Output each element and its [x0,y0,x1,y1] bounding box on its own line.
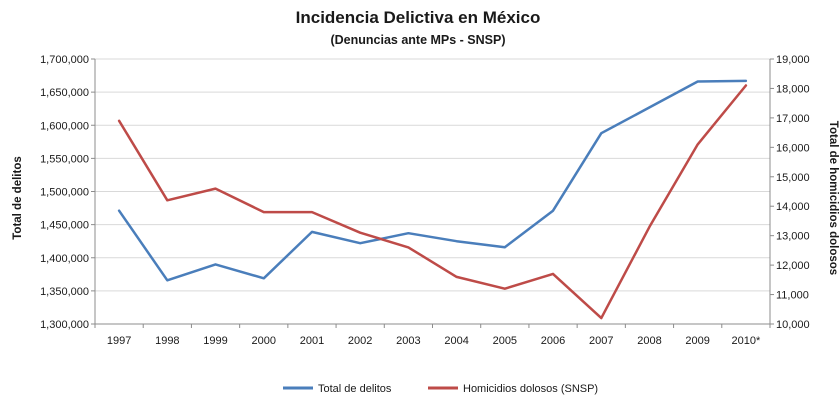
y-tick-label: 1,300,000 [40,319,89,331]
x-tick-label: 2001 [300,335,324,347]
y-tick-label: 1,400,000 [40,253,89,265]
y-tick-label: 1,500,000 [40,187,89,199]
chart-subtitle: (Denuncias ante MPs - SNSP) [330,33,505,47]
x-tick-label: 2009 [685,335,709,347]
legend-label-total-delitos: Total de delitos [318,383,392,395]
x-tick-label: 1998 [155,335,179,347]
x-tick-label: 2004 [444,335,468,347]
y-axis-title: Total de delitos [12,156,24,240]
series-line-0 [117,79,748,282]
y-tick-label: 1,700,000 [40,54,89,66]
y2-tick-label: 16,000 [776,142,810,154]
legend: Total de delitos Homicidios dolosos (SNS… [283,383,598,395]
right-axis-ticks: 10,000 11,000 12,000 13,000 14,000 15,000 16,0… [770,54,810,331]
y2-tick-label: 15,000 [776,172,810,184]
y-tick-label: 1,600,000 [40,120,89,132]
y-tick-label: 1,550,000 [40,153,89,165]
series-lines [117,79,748,320]
grid-lines [95,58,770,292]
legend-label-homicidios: Homicidios dolosos (SNSP) [463,383,598,395]
y2-tick-label: 10,000 [776,319,810,331]
y-tick-label: 1,650,000 [40,87,89,99]
x-tick-label: 1999 [203,335,227,347]
x-tick-label: 2008 [637,335,661,347]
y2-tick-label: 13,000 [776,231,810,243]
x-tick-label: 2010* [732,335,761,347]
y2-tick-label: 11,000 [776,290,809,302]
x-tick-label: 2006 [541,335,565,347]
x-axis-ticks: 1997 1998 1999 2000 2001 2002 2003 2004 2005 2006… [94,324,771,347]
x-tick-label: 2000 [252,335,276,347]
y2-tick-label: 14,000 [776,201,810,213]
x-tick-label: 1997 [107,335,131,347]
y-tick-label: 1,450,000 [40,220,89,232]
x-tick-label: 2002 [348,335,372,347]
y2-tick-label: 18,000 [776,83,810,95]
x-tick-label: 2007 [589,335,613,347]
left-axis-ticks: 1,300,000 1,350,000 1,400,000 1,450,000 1,50… [40,54,95,331]
y2-tick-label: 12,000 [776,260,810,272]
series-line-1 [117,84,748,320]
x-tick-label: 2005 [493,335,517,347]
y2-tick-label: 17,000 [776,113,810,125]
y2-axis-title: Total de homicidios dolosos [827,121,839,275]
y2-tick-label: 19,000 [776,54,810,66]
chart-title: Incidencia Delictiva en México [296,8,541,27]
x-tick-label: 2003 [396,335,420,347]
y-tick-label: 1,350,000 [40,286,89,298]
